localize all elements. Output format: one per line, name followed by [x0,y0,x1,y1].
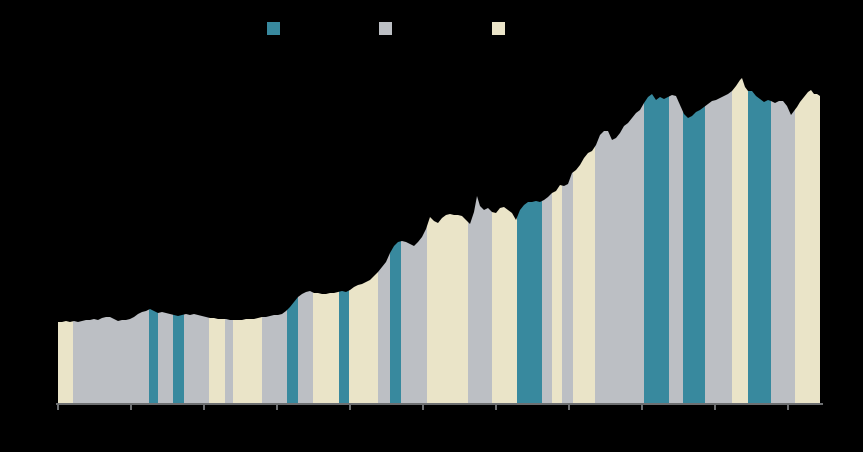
area-band-gray [771,101,795,403]
area-band-gray [542,193,552,403]
x-axis-tick [495,405,497,410]
area-band-teal [339,290,349,403]
x-axis-tick [714,405,716,410]
area-band-gray [669,95,683,403]
area-band-teal [173,314,184,403]
x-axis-tick [641,405,643,410]
area-band-cream [492,207,517,403]
area-band-cream [233,317,262,403]
area-band-gray [262,310,287,403]
area-band-teal [287,297,298,403]
x-axis-tick [276,405,278,410]
area-band-cream [427,214,468,403]
area-band-gray [158,312,173,403]
area-band-cream [573,146,595,403]
area-band-gray [298,291,313,403]
area-band-cream [349,272,378,403]
legend-swatch-gray [379,22,392,35]
x-axis-tick [787,405,789,410]
x-axis-tick [57,405,59,410]
area-band-cream [795,90,820,403]
area-band-teal [644,94,669,403]
area-band-gray [401,226,427,403]
x-axis-tick [349,405,351,410]
area-band-gray [73,309,149,403]
area-band-gray [225,319,233,403]
legend-swatch-cream [492,22,505,35]
area-band-teal [390,241,401,403]
area-band-teal [149,309,158,403]
area-band-cream [552,185,562,403]
area-band-gray [184,314,209,403]
area-band-cream [313,291,339,403]
x-axis-tick [568,405,570,410]
x-axis-line [56,403,823,405]
area-band-gray [705,91,732,403]
area-band-teal [748,91,771,403]
legend-swatch-teal [267,22,280,35]
area-band-gray [562,172,573,403]
area-band-gray [378,253,390,403]
area-band-gray [595,103,644,403]
area-band-teal [683,106,705,403]
area-band-cream [58,321,73,403]
area-band-teal [517,201,542,403]
x-axis-tick [130,405,132,410]
x-axis-tick [203,405,205,410]
area-band-gray [468,196,492,403]
area-band-cream [209,317,225,403]
area-band-cream [732,78,748,403]
x-axis-tick [422,405,424,410]
